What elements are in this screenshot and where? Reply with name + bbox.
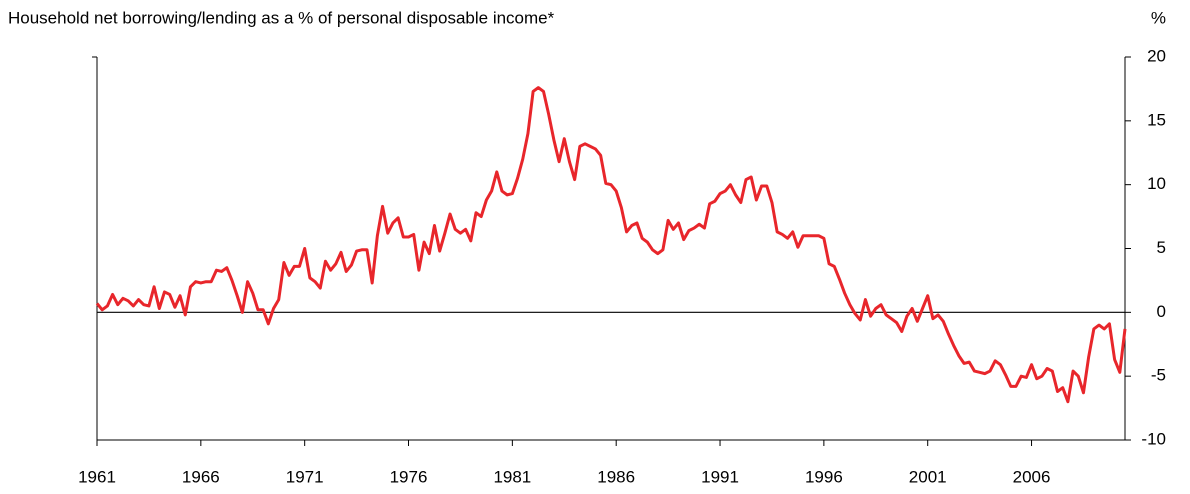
y-unit: % — [1151, 8, 1166, 27]
y-tick-label: 10 — [1147, 174, 1166, 193]
x-tick-label: 1986 — [597, 467, 635, 486]
y-tick-label: 0 — [1157, 302, 1166, 321]
data-line — [95, 86, 1127, 404]
y-tick-label: -10 — [1141, 429, 1166, 448]
x-tick-label: 1981 — [493, 467, 531, 486]
x-tick-label: 1996 — [805, 467, 843, 486]
y-tick-label: -5 — [1151, 366, 1166, 385]
chart-title: Household net borrowing/lending as a % o… — [8, 8, 555, 27]
x-tick-label: 1976 — [390, 467, 428, 486]
x-tick-label: 1971 — [286, 467, 324, 486]
x-tick-label: 2001 — [909, 467, 947, 486]
x-tick-label: 1961 — [78, 467, 116, 486]
y-tick-label: 15 — [1147, 110, 1166, 129]
x-tick-label: 1966 — [182, 467, 220, 486]
y-tick-label: 20 — [1147, 46, 1166, 65]
y-tick-label: 5 — [1157, 238, 1166, 257]
x-tick-label: 2006 — [1013, 467, 1051, 486]
x-tick-label: 1991 — [701, 467, 739, 486]
